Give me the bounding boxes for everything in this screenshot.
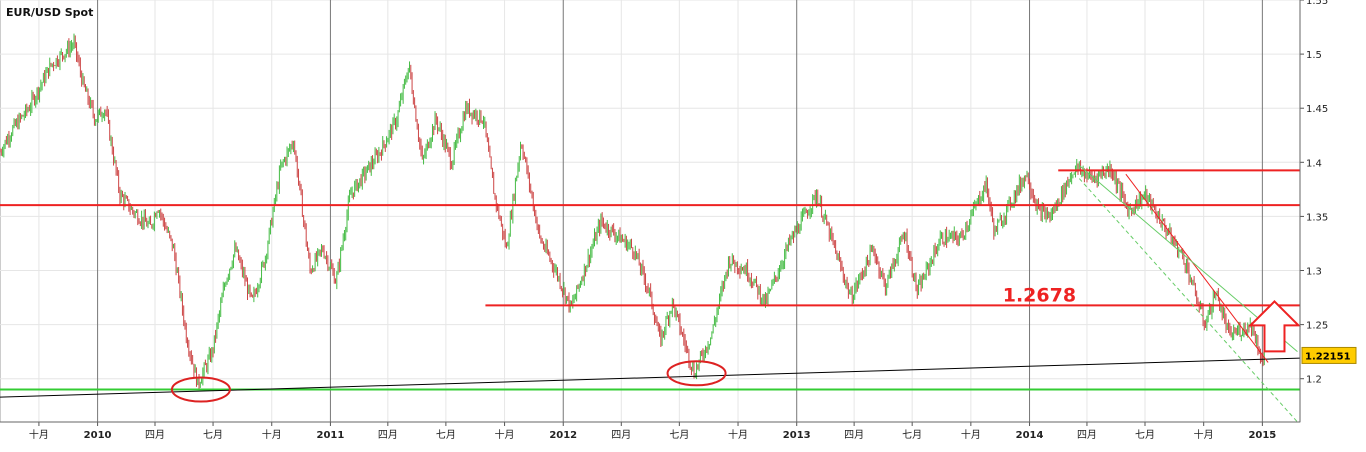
level-label: 1.2678 [1003, 284, 1076, 306]
y-axis: 1.2 1.25 1.3 1.35 1.4 1.45 1.5 1.55 1.22151 [1299, 0, 1357, 422]
x-tick-label: 四月 [1077, 429, 1097, 441]
y-tick-label: 1.2 [1306, 375, 1322, 386]
x-tick-label: 2013 [783, 430, 811, 441]
x-tick-label: 十月 [728, 428, 748, 441]
channel-lower-line [1078, 178, 1298, 423]
x-tick-label: 十月 [262, 428, 282, 441]
y-tick-label: 1.5 [1306, 50, 1322, 61]
y-tick-label: 1.35 [1306, 212, 1328, 223]
y-tick-label: 1.25 [1306, 321, 1328, 332]
x-tick-label: 七月 [902, 429, 922, 441]
up-arrow-icon [1248, 300, 1301, 353]
last-price-tag [1301, 346, 1357, 364]
x-tick-label: 十月 [1194, 428, 1214, 441]
trend-line [0, 357, 1301, 398]
x-tick-label: 2010 [84, 430, 112, 441]
trend-line [1125, 173, 1269, 363]
y-tick-label: 1.45 [1306, 104, 1328, 115]
x-tick-label: 2011 [317, 430, 345, 441]
x-tick-label: 十月 [29, 428, 49, 441]
last-price-label: 1.22151 [1305, 351, 1351, 362]
x-tick-label: 四月 [844, 429, 864, 441]
chart-title: EUR/USD Spot [6, 6, 93, 19]
x-axis: 十月 2010 四月 七月 十月 2011 四月 七月 十月 2012 四月 七月 十月 2013 四月 七月… [0, 421, 1300, 441]
x-tick-label: 七月 [1135, 429, 1155, 441]
x-tick-label: 2015 [1248, 430, 1276, 441]
x-tick-label: 七月 [669, 429, 689, 441]
y-tick-label: 1.4 [1306, 158, 1322, 169]
y-tick-label: 1.55 [1306, 0, 1328, 7]
x-tick-label: 2012 [549, 430, 577, 441]
price-series [0, 33, 1265, 389]
x-tick-label: 十月 [961, 428, 981, 441]
annotations: 1.2678 [0, 165, 1301, 423]
x-tick-label: 四月 [145, 429, 165, 441]
x-tick-label: 七月 [203, 429, 223, 441]
x-tick-label: 2014 [1016, 430, 1044, 441]
circled-low [170, 376, 231, 403]
y-tick-label: 1.3 [1306, 267, 1322, 278]
x-tick-label: 十月 [495, 428, 515, 441]
x-tick-label: 七月 [436, 429, 456, 441]
plot-area [0, 0, 1301, 423]
x-tick-label: 四月 [378, 429, 398, 441]
x-tick-label: 四月 [611, 429, 631, 441]
circled-low [666, 360, 727, 387]
